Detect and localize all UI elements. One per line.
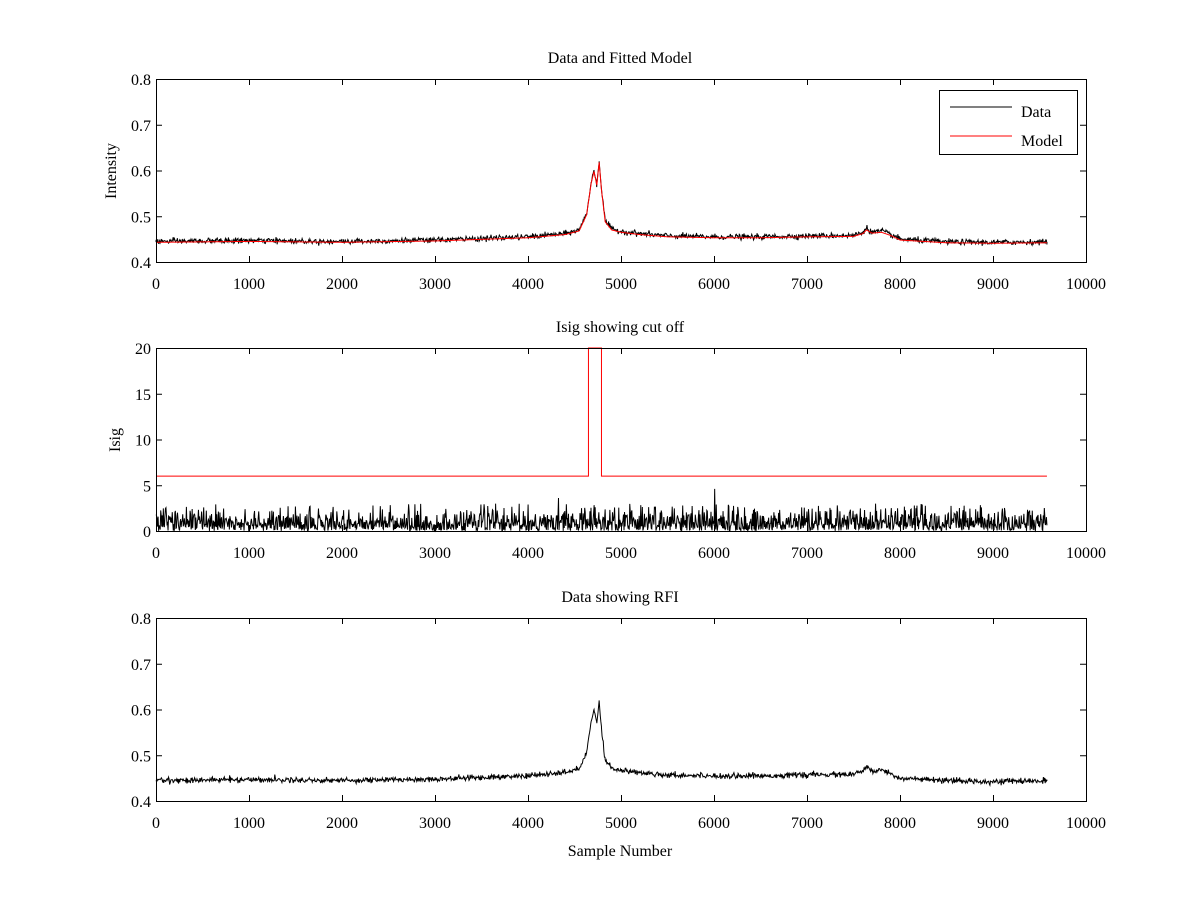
x-axis-label: Sample Number	[568, 843, 673, 860]
y-tick-label: 0.4	[131, 794, 151, 811]
series-model-line	[155, 162, 1047, 244]
y-tick-label: 15	[135, 387, 151, 404]
chart-title: Data and Fitted Model	[548, 50, 693, 67]
x-tick-label: 3000	[419, 276, 451, 293]
x-tick-label: 0	[152, 815, 160, 832]
x-tick-label: 4000	[512, 545, 544, 562]
x-tick-label: 6000	[698, 545, 730, 562]
x-tick-label: 10000	[1066, 815, 1106, 832]
x-tick-label: 6000	[698, 815, 730, 832]
x-tick-label: 7000	[791, 545, 823, 562]
x-tick-label: 5000	[605, 545, 637, 562]
x-tick-label: 8000	[884, 276, 916, 293]
plot-frame	[156, 348, 1087, 532]
panel-isig-cut-off: Isig showing cut off Isig 0 1000 2000 3000 4…	[107, 319, 1106, 562]
y-tick-label: 5	[143, 478, 151, 495]
series-cut-off-line	[156, 347, 1047, 477]
series-data-line	[155, 161, 1048, 247]
x-tick-label: 5000	[605, 276, 637, 293]
y-tick-label: 0.7	[131, 657, 151, 674]
y-axis-label: Intensity	[103, 143, 120, 199]
chart-title: Isig showing cut off	[556, 319, 685, 336]
series-data-line	[155, 700, 1048, 787]
legend-model-label: Model	[1021, 133, 1063, 150]
x-tick-label: 1000	[233, 545, 265, 562]
x-tick-label: 10000	[1066, 276, 1106, 293]
x-tick-label: 0	[152, 276, 160, 293]
y-tick-label: 10	[135, 433, 151, 450]
y-tick-label: 0.5	[131, 748, 151, 765]
legend-data-label: Data	[1021, 104, 1051, 121]
x-tick-label: 0	[152, 545, 160, 562]
x-tick-label: 6000	[698, 276, 730, 293]
x-tick-label: 8000	[884, 545, 916, 562]
y-tick-label: 0.6	[131, 703, 151, 720]
x-tick-label: 3000	[419, 815, 451, 832]
y-tick-label: 0.4	[131, 255, 151, 272]
x-tick-label: 9000	[977, 545, 1009, 562]
x-tick-label: 1000	[233, 815, 265, 832]
x-tick-label: 7000	[791, 815, 823, 832]
y-tick-label: 0.8	[131, 72, 151, 89]
x-tick-label: 9000	[977, 815, 1009, 832]
y-tick-label: 0.8	[131, 611, 151, 628]
y-tick-label: 20	[135, 341, 151, 358]
x-tick-label: 4000	[512, 815, 544, 832]
x-tick-label: 1000	[233, 276, 265, 293]
y-axis-label: Isig	[107, 428, 124, 452]
y-tick-label: 0.7	[131, 118, 151, 135]
x-tick-label: 2000	[326, 815, 358, 832]
x-tick-label: 7000	[791, 276, 823, 293]
y-tick-label: 0	[143, 524, 151, 541]
x-tick-label: 9000	[977, 276, 1009, 293]
y-tick-label: 0.6	[131, 164, 151, 181]
x-tick-label: 5000	[605, 815, 637, 832]
panel-data-fitted-model: Data and Fitted Model Intensity 0 1000 200…	[103, 50, 1106, 293]
y-tick-label: 0.5	[131, 209, 151, 226]
panel-data-rfi: Data showing RFI 0 1000 2000 3000 4000 5000 60…	[131, 589, 1106, 860]
x-tick-label: 10000	[1066, 545, 1106, 562]
x-tick-label: 8000	[884, 815, 916, 832]
x-tick-label: 4000	[512, 276, 544, 293]
plot-frame	[156, 618, 1087, 802]
legend-box	[939, 90, 1078, 155]
x-tick-label: 2000	[326, 276, 358, 293]
x-tick-label: 3000	[419, 545, 451, 562]
chart-title: Data showing RFI	[561, 589, 678, 606]
x-tick-label: 2000	[326, 545, 358, 562]
series-isig-line	[155, 488, 1048, 533]
legend: Data Model	[939, 90, 1078, 155]
